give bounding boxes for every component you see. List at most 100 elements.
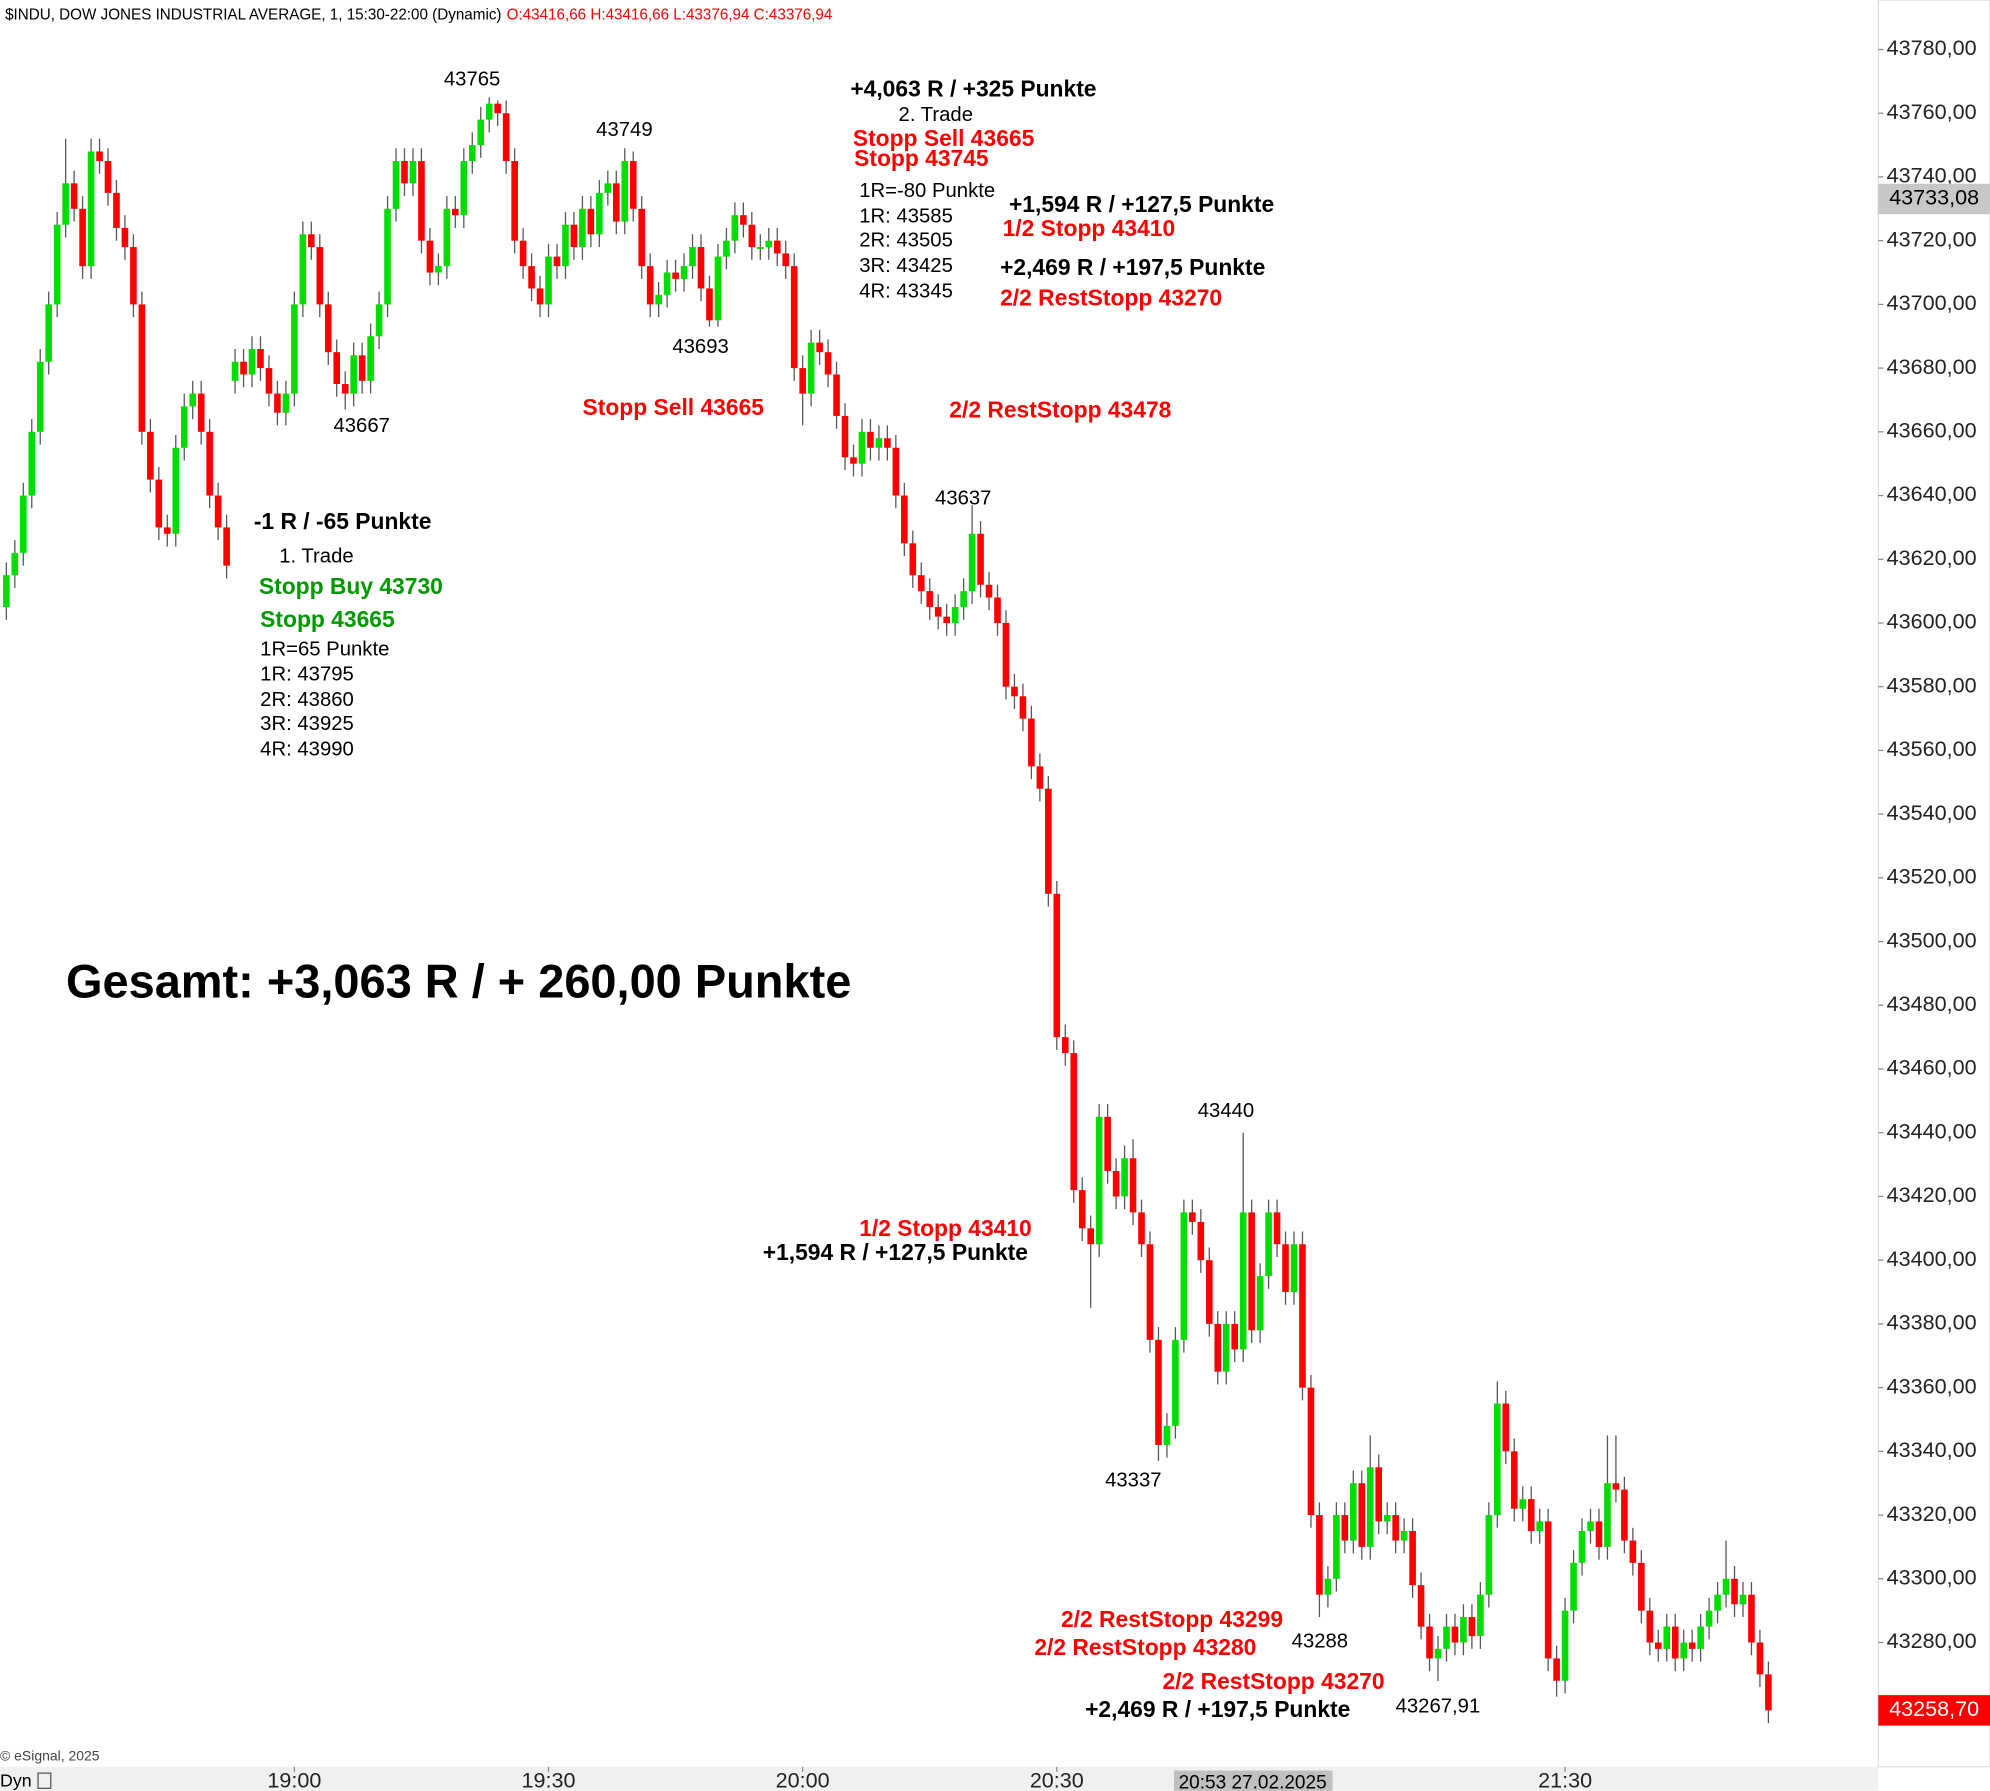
candle-body (553, 256, 561, 267)
candle-body (28, 431, 36, 496)
candle-body (621, 161, 629, 222)
x-tick-label: 19:00 (267, 1768, 321, 1791)
candle-body (164, 527, 171, 534)
candle-body (1756, 1642, 1764, 1675)
candle-body (646, 266, 654, 305)
annotation: 2. Trade (899, 104, 973, 126)
candle-body (418, 161, 425, 241)
candle-body (460, 161, 468, 216)
candle-body (1400, 1530, 1408, 1541)
candle-body (765, 240, 773, 248)
candle-body (443, 208, 451, 267)
candle-body (833, 374, 840, 416)
annotation: +2,469 R / +197,5 Punkte (1085, 1696, 1350, 1722)
candle-body (1714, 1594, 1721, 1611)
candle-body (1290, 1244, 1298, 1293)
price-marker-label: 43733,08 (1889, 185, 1979, 210)
y-tick-label: 43440,00 (1887, 1118, 1977, 1143)
candle-body (1392, 1515, 1399, 1541)
candle-body (748, 224, 756, 248)
y-tick-label: 43620,00 (1887, 545, 1977, 570)
annotation: 1R: 43585 (859, 206, 953, 228)
candle-body (485, 103, 493, 120)
annotation: Gesamt: +3,063 R / + 260,00 Punkte (66, 954, 851, 1007)
candle-body (1638, 1562, 1645, 1611)
candle-body (299, 234, 307, 305)
candle-body (155, 479, 163, 528)
candle-body (1417, 1585, 1425, 1627)
candle-body (672, 272, 679, 279)
ohlc-readout: O:43416,66 H:43416,66 L:43376,94 C:43376… (507, 6, 833, 23)
symbol-info: $INDU, DOW JONES INDUSTRIAL AVERAGE, 1, … (5, 6, 501, 23)
candle-body (1172, 1339, 1179, 1426)
candle-body (1350, 1483, 1357, 1541)
annotation: 43440 (1198, 1100, 1254, 1122)
candle-body (1383, 1515, 1391, 1522)
y-tick-label: 43740,00 (1887, 163, 1977, 188)
candle-body (697, 247, 705, 289)
candle-body (70, 183, 78, 209)
candle-body (1646, 1610, 1654, 1643)
annotation: 2R: 43860 (260, 689, 354, 711)
candle-body (536, 288, 544, 305)
annotation: 3R: 43425 (859, 255, 953, 277)
candle-body (951, 607, 959, 623)
y-tick-label: 43480,00 (1887, 991, 1977, 1016)
candle-body (1155, 1339, 1162, 1445)
candle-body (782, 253, 790, 267)
cursor-label: 20:53 27.02.2025 (1179, 1772, 1327, 1791)
candle-body (714, 256, 722, 321)
y-tick-label: 43680,00 (1887, 354, 1977, 379)
candle-body (1654, 1642, 1662, 1649)
x-tick-label: 20:00 (776, 1768, 830, 1791)
candle-body (1112, 1170, 1120, 1197)
candle-body (875, 438, 883, 448)
annotation: Stopp 43745 (854, 145, 989, 171)
candle-body (757, 247, 764, 249)
candle-body (477, 119, 485, 146)
annotation: 43693 (672, 336, 728, 358)
candle-body (316, 247, 324, 305)
candle-body (629, 161, 637, 209)
candle-body (612, 183, 620, 222)
candle-body (206, 431, 213, 496)
candle-body (1587, 1521, 1594, 1531)
annotation: 1/2 Stopp 43410 (859, 1215, 1032, 1241)
candle-body (1028, 718, 1035, 767)
candle-body (706, 288, 713, 321)
candle-body (511, 161, 518, 241)
candle-body (341, 384, 349, 394)
candle-body (1138, 1212, 1145, 1245)
y-tick-label: 43540,00 (1887, 800, 1977, 825)
candle-body (1222, 1323, 1230, 1372)
y-tick-label: 43340,00 (1887, 1437, 1977, 1462)
candle-body (392, 161, 400, 209)
candle-body (3, 575, 10, 608)
candle-body (1680, 1642, 1687, 1659)
annotation: 43765 (444, 68, 500, 90)
candle-body (265, 368, 273, 394)
candle-body (562, 224, 569, 267)
candle-body (1324, 1578, 1332, 1595)
candle-body (884, 438, 891, 448)
candle-body (799, 368, 806, 394)
candle-body (934, 607, 942, 617)
candle-body (257, 348, 264, 369)
candle-body (1553, 1658, 1560, 1681)
candle-body (350, 355, 357, 394)
candle-body (1722, 1578, 1730, 1595)
candle-body (502, 113, 510, 162)
candle-body (570, 224, 578, 248)
candle-body (1214, 1323, 1222, 1372)
candle-body (223, 527, 230, 566)
candle-body (113, 192, 120, 228)
candle-body (180, 406, 188, 448)
candle-body (1671, 1626, 1679, 1659)
candle-body (596, 192, 603, 235)
candle-body (723, 240, 730, 257)
candle-body (87, 151, 95, 267)
candle-body (841, 415, 849, 458)
candle-body (1375, 1467, 1383, 1522)
